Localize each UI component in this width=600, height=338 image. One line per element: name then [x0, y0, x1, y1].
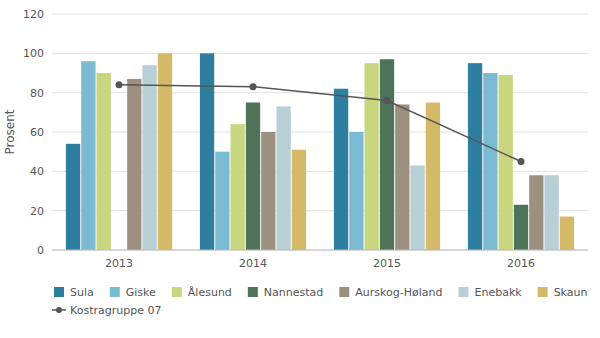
line: [119, 85, 521, 162]
legend-item: Nannestad: [248, 286, 323, 299]
line-marker: [250, 83, 257, 90]
y-tick-label: 80: [30, 87, 44, 100]
line-marker: [116, 81, 123, 88]
legend-label: Nannestad: [264, 286, 323, 299]
legend: Sula Giske Ålesund Nannestad Aurskog-Høland E…: [52, 286, 587, 317]
bar: [544, 175, 558, 250]
bar: [334, 89, 348, 250]
bar: [97, 73, 111, 250]
bar: [246, 103, 260, 251]
legend-item: Aurskog-Høland: [339, 286, 442, 299]
grid-line: [52, 53, 588, 54]
bar: [468, 63, 482, 250]
bar: [200, 53, 214, 250]
legend-swatch: [54, 287, 64, 297]
bar: [529, 175, 543, 250]
legend-swatch: [52, 307, 66, 313]
bar: [380, 59, 394, 250]
bar: [127, 79, 141, 250]
legend-item: Enebakk: [458, 286, 522, 299]
bar: [395, 104, 409, 250]
bar: [410, 165, 424, 250]
line-marker: [518, 158, 525, 165]
legend-item: Sula: [54, 286, 94, 299]
legend-label: Sula: [70, 286, 94, 299]
x-tick-label: 2013: [105, 257, 133, 270]
legend-label: Kostragruppe 07: [70, 304, 161, 317]
y-tick-label: 60: [30, 126, 44, 139]
y-tick-label: 40: [30, 165, 44, 178]
y-axis: 0 20 40 60 80 100 120: [23, 8, 588, 257]
y-tick-label: 20: [30, 205, 44, 218]
bar: [81, 61, 95, 250]
legend-label: Enebakk: [474, 286, 522, 299]
bar: [261, 132, 275, 250]
bar: [560, 217, 574, 250]
legend-item: Giske: [110, 286, 156, 299]
x-axis: 2013 2014 2015 2016: [52, 250, 588, 270]
bar: [66, 144, 80, 250]
legend-item: Skaun: [538, 286, 588, 299]
bar: [499, 75, 513, 250]
legend-swatch: [339, 287, 349, 297]
legend-item: Ålesund: [172, 286, 232, 299]
grid-line: [52, 250, 588, 251]
legend-swatch: [248, 287, 258, 297]
y-tick-label: 120: [23, 8, 44, 21]
legend-label: Giske: [126, 286, 156, 299]
x-tick-label: 2015: [373, 257, 401, 270]
y-axis-label: Prosent: [3, 109, 17, 154]
legend-swatch: [110, 287, 120, 297]
legend-label: Skaun: [554, 286, 588, 299]
legend-item: Kostragruppe 07: [52, 304, 161, 317]
bar: [158, 53, 172, 250]
legend-label: Ålesund: [188, 286, 232, 299]
x-axis-line: [52, 250, 588, 251]
x-tick-label: 2014: [239, 257, 267, 270]
bar: [426, 103, 440, 251]
legend-swatch: [538, 287, 548, 297]
x-tick-label: 2016: [507, 257, 535, 270]
grid-line: [52, 14, 588, 15]
marks: [66, 53, 574, 250]
bar: [142, 65, 156, 250]
legend-swatch: [172, 287, 182, 297]
bar: [292, 150, 306, 250]
y-tick-label: 100: [23, 47, 44, 60]
chart: 0 20 40 60 80 100 120 Prosent 2013 2014 2015 2016 Su…: [0, 0, 600, 338]
bar: [215, 152, 229, 250]
legend-swatch-marker: [56, 307, 62, 313]
line-marker: [384, 97, 391, 104]
bar: [231, 124, 245, 250]
bar: [483, 73, 497, 250]
legend-swatch: [458, 287, 468, 297]
bar: [365, 63, 379, 250]
y-tick-label: 0: [37, 244, 44, 257]
bar: [514, 205, 528, 250]
bar: [349, 132, 363, 250]
legend-label: Aurskog-Høland: [355, 286, 442, 299]
bar: [276, 106, 290, 250]
